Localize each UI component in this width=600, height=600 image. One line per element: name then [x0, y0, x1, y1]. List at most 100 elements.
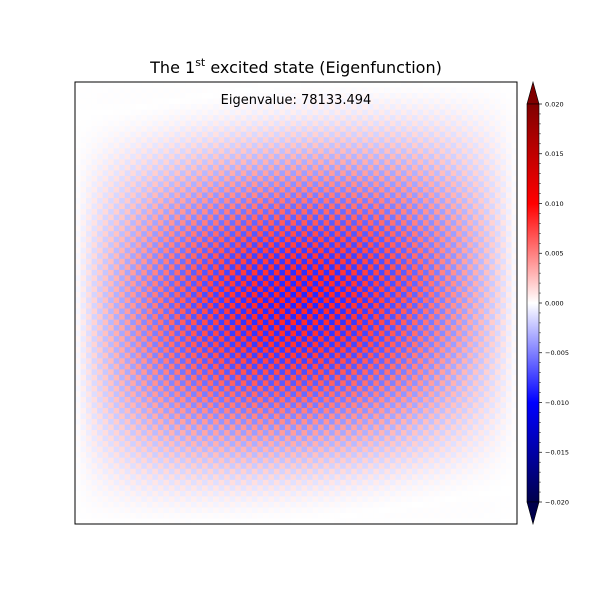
- heatmap-cell: [389, 419, 396, 425]
- heatmap-cell: [86, 297, 92, 304]
- heatmap-cell: [362, 192, 369, 199]
- heatmap-cell: [80, 82, 87, 88]
- heatmap-cell: [251, 275, 258, 282]
- heatmap-cell: [307, 291, 313, 298]
- heatmap-cell: [395, 407, 402, 414]
- heatmap-cell: [202, 341, 208, 348]
- heatmap-cell: [240, 159, 247, 166]
- heatmap-cell: [367, 314, 374, 320]
- heatmap-cell: [86, 512, 92, 519]
- heatmap-cell: [191, 280, 197, 287]
- heatmap-cell: [174, 474, 181, 481]
- heatmap-cell: [168, 446, 175, 453]
- heatmap-cell: [312, 490, 319, 497]
- heatmap-cell: [284, 175, 291, 182]
- heatmap-cell: [157, 463, 164, 470]
- heatmap-cell: [135, 474, 142, 481]
- heatmap-cell: [356, 126, 363, 133]
- heatmap-cell: [329, 385, 335, 392]
- heatmap-cell: [384, 347, 391, 354]
- heatmap-cell: [146, 214, 153, 221]
- heatmap-cell: [279, 413, 286, 420]
- heatmap-cell: [351, 490, 358, 497]
- heatmap-cell: [284, 87, 291, 94]
- heatmap-cell: [229, 490, 236, 497]
- heatmap-cell: [307, 512, 313, 519]
- heatmap-cell: [329, 231, 335, 238]
- heatmap-cell: [301, 501, 308, 508]
- heatmap-cell: [279, 479, 286, 486]
- heatmap-cell: [124, 419, 131, 425]
- heatmap-cell: [246, 225, 253, 232]
- heatmap-cell: [284, 463, 291, 470]
- heatmap-cell: [91, 479, 98, 486]
- heatmap-cell: [119, 153, 126, 160]
- heatmap-cell: [318, 87, 324, 94]
- heatmap-cell: [307, 186, 313, 193]
- heatmap-cell: [384, 280, 391, 287]
- heatmap-cell: [141, 209, 148, 215]
- heatmap-cell: [312, 325, 319, 331]
- heatmap-cell: [196, 474, 203, 481]
- heatmap-cell: [412, 175, 418, 182]
- heatmap-cell: [340, 170, 347, 177]
- heatmap-cell: [146, 512, 153, 519]
- heatmap-cell: [400, 507, 407, 514]
- heatmap-cell: [329, 457, 335, 464]
- heatmap-cell: [119, 430, 126, 436]
- heatmap-cell: [345, 308, 352, 315]
- heatmap-cell: [246, 236, 253, 243]
- heatmap-cell: [141, 385, 148, 392]
- heatmap-cell: [207, 131, 214, 138]
- heatmap-cell: [356, 164, 363, 171]
- heatmap-cell: [362, 93, 369, 99]
- heatmap-cell: [213, 402, 219, 409]
- heatmap-cell: [91, 441, 98, 447]
- heatmap-cell: [213, 463, 219, 470]
- heatmap-cell: [91, 391, 98, 398]
- heatmap-cell: [400, 203, 407, 210]
- heatmap-cell: [141, 374, 148, 381]
- heatmap-cell: [185, 485, 192, 492]
- heatmap-cell: [86, 115, 92, 121]
- heatmap-cell: [340, 286, 347, 293]
- heatmap-cell: [130, 363, 137, 370]
- heatmap-cell: [334, 479, 341, 486]
- heatmap-cell: [229, 314, 236, 320]
- heatmap-cell: [86, 109, 92, 116]
- heatmap-cell: [168, 120, 175, 127]
- heatmap-cell: [185, 369, 192, 376]
- heatmap-cell: [146, 209, 153, 215]
- heatmap-cell: [75, 314, 81, 320]
- heatmap-cell: [345, 468, 352, 475]
- heatmap-cell: [312, 463, 319, 470]
- heatmap-cell: [202, 115, 208, 121]
- heatmap-cell: [235, 258, 242, 265]
- heatmap-cell: [119, 291, 126, 298]
- heatmap-cell: [279, 126, 286, 133]
- heatmap-cell: [240, 120, 247, 127]
- heatmap-cell: [268, 336, 275, 342]
- heatmap-cell: [378, 153, 385, 160]
- heatmap-cell: [257, 490, 264, 497]
- heatmap-cell: [362, 501, 369, 508]
- heatmap-cell: [91, 214, 98, 221]
- heatmap-cell: [312, 220, 319, 226]
- heatmap-cell: [196, 209, 203, 215]
- heatmap-cell: [196, 457, 203, 464]
- heatmap-cell: [406, 407, 413, 414]
- heatmap-cell: [218, 148, 225, 155]
- heatmap-cell: [113, 104, 120, 110]
- heatmap-cell: [135, 452, 142, 459]
- heatmap-cell: [185, 297, 192, 304]
- heatmap-cell: [80, 474, 87, 481]
- heatmap-cell: [389, 131, 396, 138]
- heatmap-cell: [378, 220, 385, 226]
- heatmap-cell: [202, 225, 208, 232]
- heatmap-cell: [273, 220, 280, 226]
- heatmap-cell: [273, 430, 280, 436]
- heatmap-cell: [202, 269, 208, 276]
- heatmap-cell: [406, 247, 413, 254]
- heatmap-cell: [279, 380, 286, 387]
- heatmap-cell: [318, 198, 324, 204]
